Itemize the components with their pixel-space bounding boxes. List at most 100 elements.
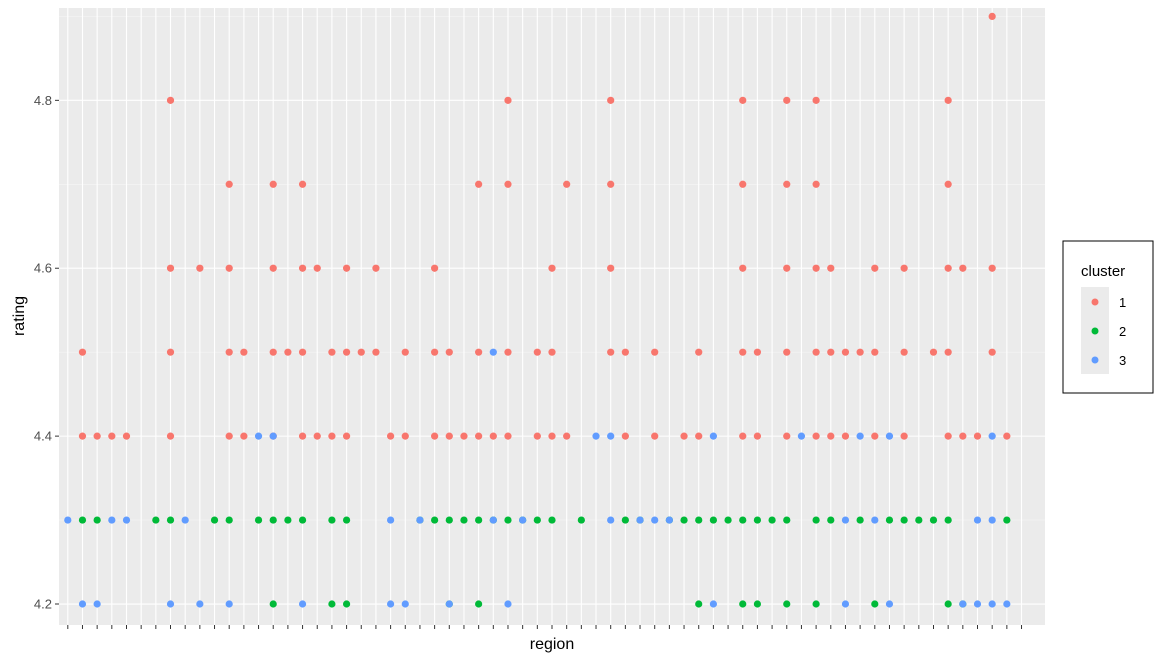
data-point-cluster-1 (783, 96, 791, 104)
data-point-cluster-2 (504, 516, 512, 524)
data-point-cluster-1 (783, 264, 791, 272)
data-point-cluster-1 (739, 180, 747, 188)
data-point-cluster-3 (196, 600, 204, 608)
data-point-cluster-2 (577, 516, 585, 524)
data-point-cluster-1 (607, 264, 615, 272)
data-point-cluster-2 (93, 516, 101, 524)
data-point-cluster-1 (959, 432, 967, 440)
data-point-cluster-3 (401, 600, 409, 608)
data-point-cluster-2 (900, 516, 908, 524)
data-point-cluster-1 (342, 348, 351, 356)
data-point-cluster-1 (753, 348, 762, 356)
data-point-cluster-1 (900, 432, 908, 440)
data-point-cluster-1 (387, 432, 395, 440)
y-axis-title: rating (11, 296, 28, 336)
data-point-cluster-2 (269, 600, 277, 608)
data-point-cluster-1 (401, 432, 409, 440)
data-point-cluster-3 (298, 600, 307, 608)
data-point-cluster-1 (504, 348, 512, 356)
data-point-cluster-1 (695, 432, 703, 440)
y-tick-label: 4.8 (34, 93, 52, 108)
data-point-cluster-1 (548, 348, 556, 356)
data-point-cluster-3 (225, 600, 233, 608)
data-point-cluster-3 (709, 432, 717, 440)
data-point-cluster-2 (827, 516, 835, 524)
y-tick-label: 4.2 (34, 597, 52, 612)
data-point-cluster-1 (827, 264, 835, 272)
data-point-cluster-2 (709, 516, 717, 524)
data-point-cluster-1 (607, 180, 615, 188)
data-point-cluster-1 (504, 180, 512, 188)
data-point-cluster-1 (313, 264, 321, 272)
data-point-cluster-2 (739, 516, 747, 524)
data-point-cluster-2 (871, 600, 879, 608)
y-tick-label: 4.6 (34, 261, 52, 276)
data-point-cluster-2 (298, 516, 307, 524)
data-point-cluster-1 (871, 264, 879, 272)
data-point-cluster-1 (298, 348, 307, 356)
data-point-cluster-2 (739, 600, 747, 608)
data-point-cluster-2 (342, 516, 351, 524)
data-point-cluster-1 (225, 264, 233, 272)
data-point-cluster-1 (944, 264, 952, 272)
data-point-cluster-1 (475, 348, 483, 356)
data-point-cluster-3 (973, 516, 982, 524)
data-point-cluster-1 (739, 96, 747, 104)
data-point-cluster-2 (856, 516, 864, 524)
data-point-cluster-1 (78, 348, 87, 356)
data-point-cluster-1 (475, 432, 483, 440)
legend-key-dot-2 (1091, 327, 1099, 335)
data-point-cluster-2 (724, 516, 732, 524)
data-point-cluster-3 (445, 600, 453, 608)
data-point-cluster-2 (915, 516, 923, 524)
data-point-cluster-1 (739, 432, 747, 440)
data-point-cluster-3 (797, 432, 806, 440)
data-point-cluster-3 (959, 600, 967, 608)
data-point-cluster-1 (944, 180, 952, 188)
data-point-cluster-1 (475, 180, 483, 188)
data-point-cluster-1 (489, 432, 497, 440)
data-point-cluster-1 (342, 264, 351, 272)
data-point-cluster-2 (475, 516, 483, 524)
data-point-cluster-1 (533, 348, 541, 356)
data-point-cluster-2 (284, 516, 292, 524)
data-point-cluster-2 (680, 516, 688, 524)
data-point-cluster-1 (651, 432, 659, 440)
data-point-cluster-1 (827, 348, 835, 356)
data-point-cluster-1 (944, 432, 952, 440)
data-point-cluster-2 (753, 516, 762, 524)
data-point-cluster-2 (328, 516, 336, 524)
data-point-cluster-1 (944, 348, 952, 356)
data-point-cluster-3 (489, 516, 497, 524)
data-point-cluster-2 (1003, 516, 1011, 524)
data-point-cluster-3 (78, 600, 87, 608)
data-point-cluster-2 (152, 516, 160, 524)
data-point-cluster-1 (563, 180, 571, 188)
data-point-cluster-2 (78, 516, 87, 524)
data-point-cluster-1 (959, 264, 967, 272)
data-point-cluster-3 (254, 432, 263, 440)
data-point-cluster-3 (988, 600, 996, 608)
data-point-cluster-3 (269, 432, 277, 440)
data-point-cluster-2 (210, 516, 219, 524)
data-point-cluster-2 (783, 516, 791, 524)
data-point-cluster-1 (196, 264, 204, 272)
data-point-cluster-1 (372, 264, 380, 272)
data-point-cluster-2 (944, 516, 952, 524)
data-point-cluster-3 (166, 600, 175, 608)
legend-key-dot-3 (1091, 356, 1099, 364)
data-point-cluster-1 (621, 432, 629, 440)
data-point-cluster-3 (504, 600, 512, 608)
data-point-cluster-3 (387, 516, 395, 524)
data-point-cluster-2 (269, 516, 277, 524)
data-point-cluster-1 (328, 432, 336, 440)
data-point-cluster-1 (841, 348, 850, 356)
data-point-cluster-1 (695, 348, 703, 356)
data-point-cluster-1 (431, 432, 439, 440)
data-point-cluster-1 (313, 432, 321, 440)
data-point-cluster-3 (387, 600, 395, 608)
data-point-cluster-3 (64, 516, 72, 524)
data-point-cluster-1 (812, 180, 820, 188)
